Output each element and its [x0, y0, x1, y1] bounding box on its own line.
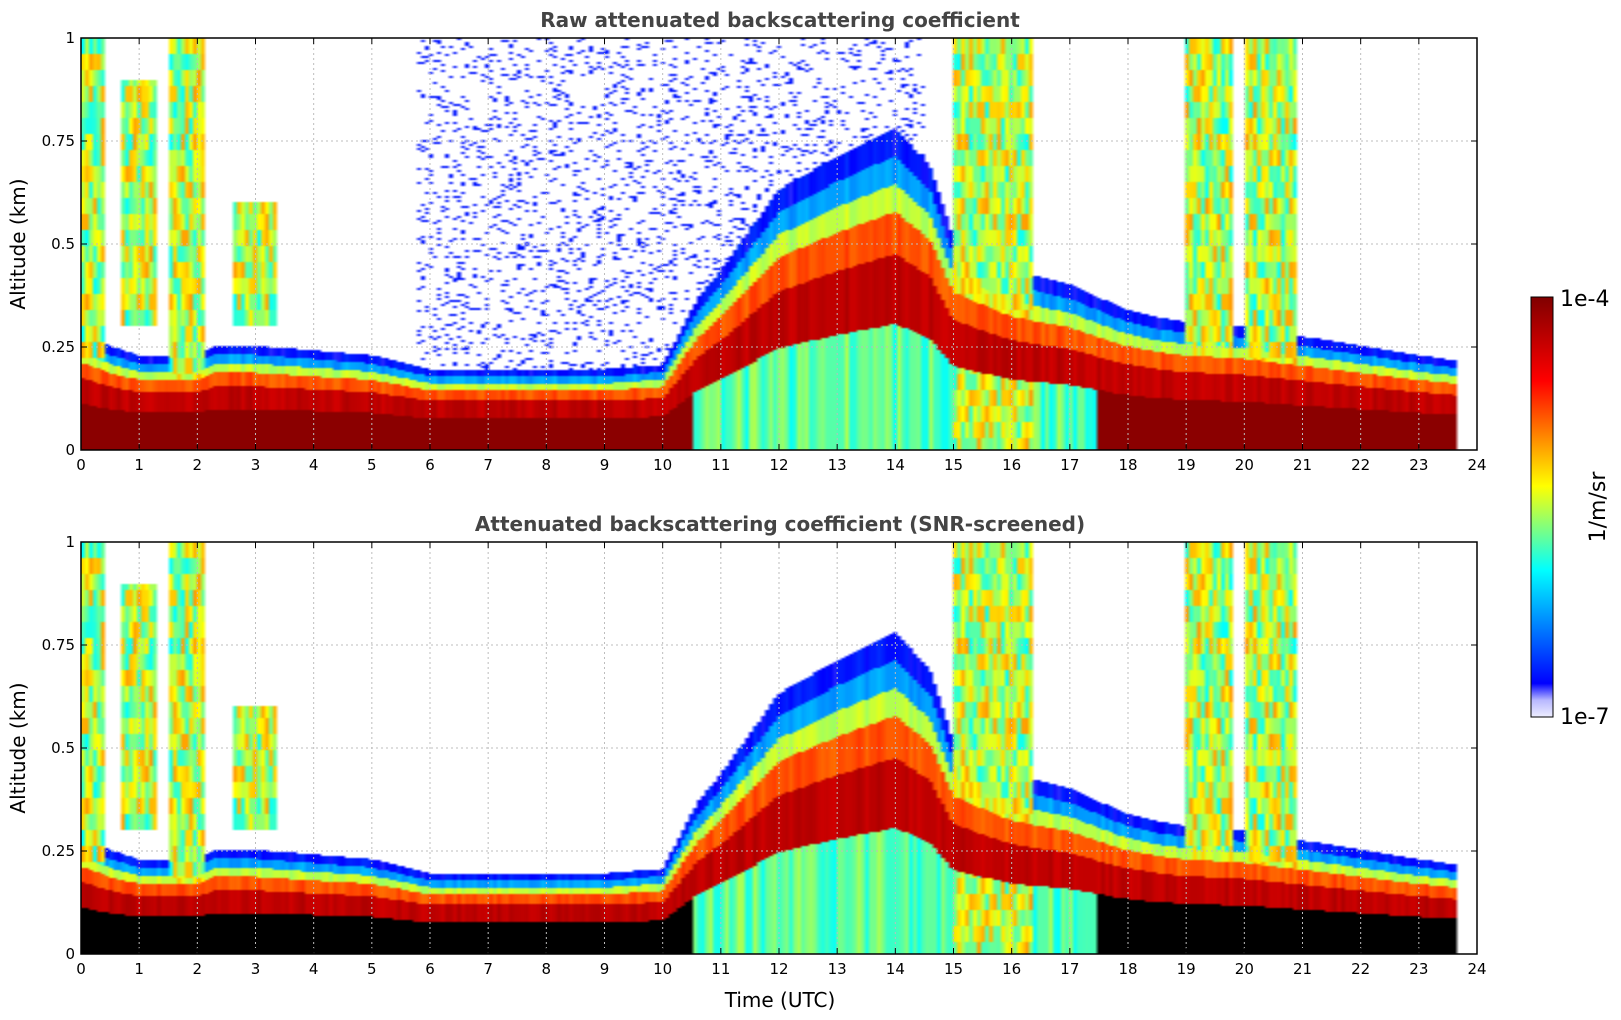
- panel-raw: Raw attenuated backscattering coefficien…: [6, 8, 1487, 474]
- x-tick-label: 10: [653, 960, 672, 978]
- x-tick-label: 20: [1235, 456, 1254, 474]
- x-tick-label: 5: [367, 960, 377, 978]
- x-tick-label: 8: [542, 960, 552, 978]
- x-axis-label: Time (UTC): [724, 988, 836, 1012]
- x-tick-label: 24: [1467, 456, 1486, 474]
- x-tick-label: 23: [1409, 960, 1428, 978]
- x-tick-label: 4: [309, 456, 319, 474]
- y-tick-label: 1: [65, 533, 75, 551]
- x-tick-label: 22: [1351, 960, 1370, 978]
- x-tick-label: 2: [193, 960, 203, 978]
- panel-raw-title: Raw attenuated backscattering coefficien…: [540, 8, 1020, 32]
- x-tick-label: 4: [309, 960, 319, 978]
- x-tick-label: 10: [653, 456, 672, 474]
- y-tick-label: 0.25: [42, 842, 75, 860]
- x-tick-label: 11: [711, 456, 730, 474]
- panel-screened-title: Attenuated backscattering coefficient (S…: [475, 512, 1085, 536]
- x-tick-label: 23: [1409, 456, 1428, 474]
- panel-raw-x-ticks: 0 1 2 3 4 5 6 7 8 9 10 11 12 13 14 15 16 17 18 19 20 21 22 23 24: [76, 38, 1487, 474]
- x-tick-label: 22: [1351, 456, 1370, 474]
- panel-screened-grid: [81, 542, 1477, 954]
- x-tick-label: 1: [134, 456, 144, 474]
- x-tick-label: 7: [483, 960, 493, 978]
- x-tick-label: 18: [1118, 456, 1137, 474]
- y-tick-label: 1: [65, 29, 75, 47]
- x-tick-label: 15: [944, 456, 963, 474]
- x-tick-label: 17: [1060, 456, 1079, 474]
- x-tick-label: 5: [367, 456, 377, 474]
- colorbar-gradient: [1530, 296, 1554, 718]
- x-tick-label: 2: [193, 456, 203, 474]
- x-tick-label: 14: [886, 960, 905, 978]
- x-tick-label: 8: [542, 456, 552, 474]
- y-tick-label: 0: [65, 441, 75, 459]
- y-tick-label: 0: [65, 945, 75, 963]
- x-tick-label: 1: [134, 960, 144, 978]
- x-tick-label: 20: [1235, 960, 1254, 978]
- x-tick-label: 16: [1002, 456, 1021, 474]
- x-tick-label: 0: [76, 960, 86, 978]
- y-tick-label: 0.5: [51, 235, 75, 253]
- x-tick-label: 7: [483, 456, 493, 474]
- x-tick-label: 24: [1467, 960, 1486, 978]
- y-tick-label: 0.75: [42, 636, 75, 654]
- colorbar-max-label: 1e-4: [1560, 287, 1609, 312]
- x-tick-label: 14: [886, 456, 905, 474]
- panel-screened: Attenuated backscattering coefficient (S…: [6, 512, 1487, 1012]
- x-tick-label: 6: [425, 456, 435, 474]
- x-tick-label: 12: [769, 960, 788, 978]
- x-tick-label: 21: [1293, 960, 1312, 978]
- x-tick-label: 19: [1177, 456, 1196, 474]
- y-tick-label: 0.75: [42, 132, 75, 150]
- x-tick-label: 17: [1060, 960, 1079, 978]
- x-tick-label: 3: [251, 960, 261, 978]
- x-tick-label: 21: [1293, 456, 1312, 474]
- panel-screened-y-axis-label: Altitude (km): [6, 682, 30, 813]
- panel-raw-y-ticks: 0 0.25 0.5 0.75 1: [42, 29, 1477, 459]
- x-tick-label: 11: [711, 960, 730, 978]
- x-tick-label: 12: [769, 456, 788, 474]
- y-tick-label: 0.5: [51, 739, 75, 757]
- panel-raw-grid: [81, 38, 1477, 450]
- panel-raw-y-axis-label: Altitude (km): [6, 178, 30, 309]
- x-tick-label: 18: [1118, 960, 1137, 978]
- x-tick-label: 15: [944, 960, 963, 978]
- colorbar-unit-label: 1/m/sr: [1586, 471, 1611, 543]
- x-tick-label: 13: [828, 456, 847, 474]
- x-tick-label: 13: [828, 960, 847, 978]
- colorbar-min-label: 1e-7: [1560, 705, 1609, 730]
- panel-screened-y-ticks: 0 0.25 0.5 0.75 1: [42, 533, 1477, 963]
- x-tick-label: 9: [600, 960, 610, 978]
- panel-screened-x-ticks: 0 1 2 3 4 5 6 7 8 9 10 11 12 13 14 15 16 17 18 19 20 21 22 23 24: [76, 542, 1487, 978]
- x-tick-label: 16: [1002, 960, 1021, 978]
- colorbar: 1e-4 1e-7 1/m/sr: [1530, 287, 1611, 730]
- x-tick-label: 3: [251, 456, 261, 474]
- y-tick-label: 0.25: [42, 338, 75, 356]
- x-tick-label: 19: [1177, 960, 1196, 978]
- x-tick-label: 6: [425, 960, 435, 978]
- x-tick-label: 9: [600, 456, 610, 474]
- x-tick-label: 0: [76, 456, 86, 474]
